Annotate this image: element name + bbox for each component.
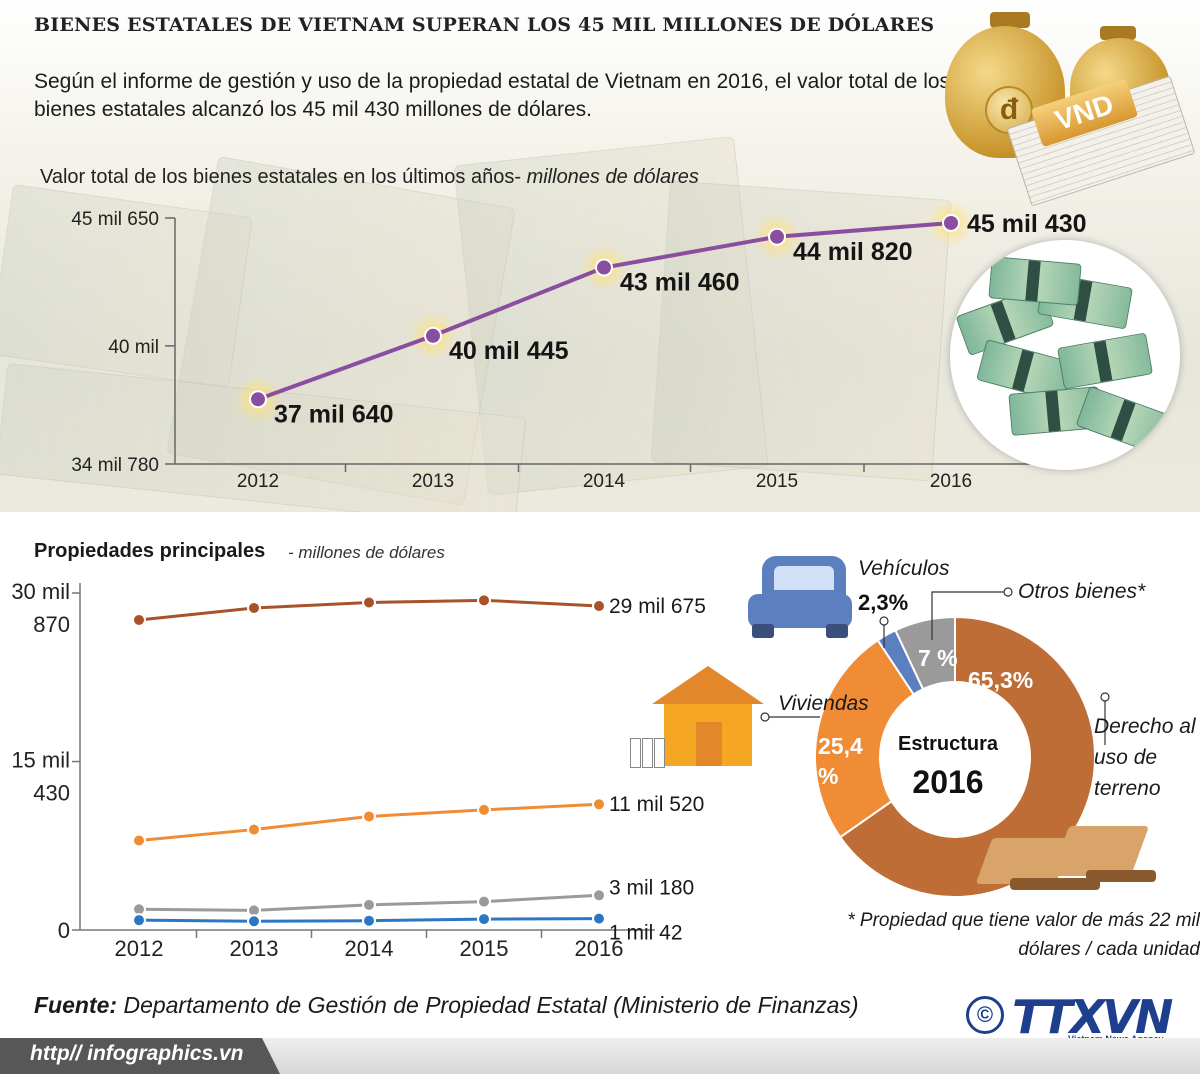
money-pile-icon bbox=[950, 240, 1180, 470]
chart2-data-point bbox=[362, 595, 376, 610]
footnote-line-1: * Propiedad que tiene valor de más 22 mi… bbox=[847, 910, 1200, 931]
main-properties-line-chart: 0 15 mil 430 30 mil 870 2012 2013 2014 2015 2016 2… bbox=[11, 579, 706, 961]
ttxvn-logo: TTXVN bbox=[1012, 990, 1173, 1044]
land-label-2: uso de bbox=[1094, 746, 1158, 769]
land-leader-dot bbox=[1100, 692, 1110, 702]
vehicles-leader-dot bbox=[879, 616, 889, 626]
housing-segment-label-1: 25,4 bbox=[818, 733, 863, 759]
chart2-data-point bbox=[477, 912, 491, 927]
footnote: * Propiedad que tiene valor de más 22 mi… bbox=[760, 906, 1200, 964]
chart1-data-point bbox=[424, 326, 442, 345]
source-text: Departamento de Gestión de Propiedad Est… bbox=[117, 992, 859, 1018]
chart2-data-point bbox=[592, 911, 606, 926]
chart2-data-point bbox=[132, 913, 146, 928]
intro-text: Según el informe de gestión y uso de la … bbox=[34, 70, 951, 121]
chart2-xtick-label: 2014 bbox=[345, 936, 394, 961]
section2-unit: - millones de dólares bbox=[288, 543, 445, 562]
donut-center-label: Estructura bbox=[897, 733, 999, 755]
chart2-data-point bbox=[247, 600, 261, 615]
copyright-icon: © bbox=[966, 996, 1004, 1034]
chart2-xtick-label: 2013 bbox=[230, 936, 279, 961]
chart1-xtick-label: 2015 bbox=[756, 471, 798, 492]
chart2-xtick-label: 2015 bbox=[460, 936, 509, 961]
chart2-xtick-label: 2012 bbox=[115, 936, 164, 961]
land-segment-label: 65,3% bbox=[968, 667, 1034, 693]
chart2-data-point bbox=[132, 612, 146, 627]
chart2-ytick-label: 430 bbox=[33, 781, 70, 806]
chart1-data-label: 40 mil 445 bbox=[449, 337, 569, 365]
chart2-end-label: 3 mil 180 bbox=[609, 876, 694, 899]
chart1-data-label: 43 mil 460 bbox=[620, 269, 740, 297]
chart1-ytick-label: 40 mil bbox=[108, 337, 159, 358]
other-segment bbox=[894, 615, 956, 691]
chart1-data-label: 45 mil 430 bbox=[967, 210, 1087, 238]
footer-url[interactable]: http// infographics.vn bbox=[30, 1042, 244, 1065]
chart2-end-label: 29 mil 675 bbox=[609, 595, 706, 618]
chart1-xtick-label: 2014 bbox=[583, 471, 626, 492]
chart2-ytick-label: 30 mil bbox=[11, 579, 70, 604]
chart1-unit: millones de dólares bbox=[521, 166, 699, 188]
land-label-3: terreno bbox=[1094, 777, 1161, 800]
chart1-xtick-label: 2016 bbox=[930, 471, 972, 492]
chart2-ytick-label: 15 mil bbox=[11, 748, 70, 773]
chart2-end-label: 11 mil 520 bbox=[609, 793, 704, 816]
chart2-data-point bbox=[362, 913, 376, 928]
housing-segment-label-2: % bbox=[818, 763, 839, 789]
chart1-title-text: Valor total de los bienes estatales en l… bbox=[40, 166, 522, 188]
land-segment bbox=[838, 615, 1096, 898]
chart1-xtick-label: 2013 bbox=[412, 471, 454, 492]
chart2-data-point bbox=[362, 809, 376, 824]
structure-donut-chart bbox=[760, 587, 1110, 898]
chart2-xtick-label: 2016 bbox=[575, 936, 624, 961]
chart2-data-point bbox=[477, 802, 491, 817]
chart2-data-point bbox=[592, 797, 606, 812]
chart2-data-point bbox=[247, 914, 261, 929]
vehicles-value: 2,3% bbox=[858, 590, 909, 615]
chart2-ytick-label: 0 bbox=[58, 918, 70, 943]
chart2-data-point bbox=[477, 593, 491, 608]
vehicles-label: Vehículos bbox=[858, 557, 950, 580]
chart1-data-label: 44 mil 820 bbox=[793, 238, 913, 266]
chart2-data-point bbox=[477, 894, 491, 909]
section2-title: Propiedades principales bbox=[34, 540, 266, 562]
footnote-line-2: dólares / cada unidad bbox=[1018, 939, 1200, 960]
chart2-ytick-label: 870 bbox=[33, 612, 70, 637]
chart1-data-point bbox=[595, 258, 613, 277]
chart2-data-point bbox=[132, 833, 146, 848]
chart1-data-point bbox=[942, 213, 960, 232]
chart1-ytick-label: 34 mil 780 bbox=[71, 455, 159, 476]
land-label-1: Derecho al bbox=[1094, 715, 1196, 738]
other-segment-label: 7 % bbox=[918, 645, 958, 671]
source-line: Fuente: Departamento de Gestión de Propi… bbox=[34, 992, 859, 1019]
chart1-data-point bbox=[249, 390, 267, 409]
donut-center-year: 2016 bbox=[912, 764, 984, 800]
total-value-line-chart: 34 mil 780 40 mil 45 mil 650 2012 2013 2014 20… bbox=[71, 198, 1087, 492]
chart2-data-point bbox=[247, 822, 261, 837]
chart2-data-point bbox=[592, 888, 606, 903]
donut-hole bbox=[880, 688, 1030, 838]
footer-url-tab bbox=[0, 1038, 280, 1074]
chart1-ytick-label: 45 mil 650 bbox=[71, 209, 159, 230]
chart2-data-point bbox=[592, 599, 606, 614]
source-label: Fuente: bbox=[34, 992, 118, 1018]
chart1-data-point bbox=[768, 227, 786, 246]
page-title: BIENES ESTATALES DE VIETNAM SUPERAN LOS … bbox=[34, 14, 935, 36]
chart2-data-point bbox=[362, 897, 376, 912]
chart1-data-label: 37 mil 640 bbox=[274, 400, 394, 428]
chart2-end-label: 1 mil 42 bbox=[609, 922, 683, 945]
other-assets-label: Otros bienes* bbox=[1018, 580, 1146, 603]
housing-label: Viviendas bbox=[778, 692, 869, 715]
other-leader-line bbox=[931, 591, 1008, 640]
other-leader-dot bbox=[1003, 587, 1013, 597]
housing-leader-dot bbox=[760, 712, 770, 722]
chart1-title: Valor total de los bienes estatales en l… bbox=[40, 166, 699, 189]
chart1-xtick-label: 2012 bbox=[237, 471, 279, 492]
